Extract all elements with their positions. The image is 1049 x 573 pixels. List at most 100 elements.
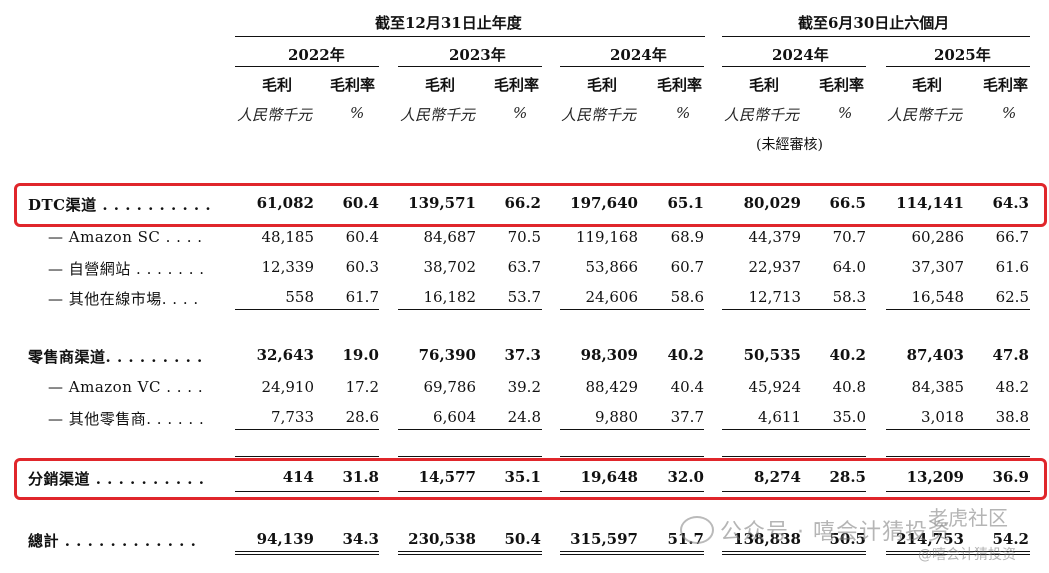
col-margin-2022: 毛利率	[330, 76, 376, 94]
subtotal-rule-retail	[235, 429, 379, 430]
cell-gross-profit: 13,209	[906, 468, 964, 486]
col-profit-2023: 毛利	[425, 76, 456, 94]
unit-rmb-2025-h1: 人民幣千元	[887, 106, 963, 124]
row-label: 總計 . . . . . . . . . . . .	[28, 532, 197, 550]
row-label: DTC渠道 . . . . . . . . . .	[28, 196, 212, 214]
cell-gross-profit: 69,786	[423, 378, 477, 396]
total-double-rule	[722, 551, 866, 555]
row-label: — Amazon SC . . . .	[48, 228, 203, 246]
subtotal-rule-dtc	[886, 309, 1030, 310]
cell-gross-profit: 214,753	[896, 530, 964, 548]
row-label: 分銷渠道 . . . . . . . . . .	[28, 470, 205, 488]
row-label: — 自營網站 . . . . . . .	[48, 260, 205, 278]
group-rule-annual	[235, 36, 705, 37]
cell-gross-profit: 138,838	[733, 530, 801, 548]
cell-gross-margin: 70.7	[832, 228, 866, 246]
cell-gross-profit: 6,604	[433, 408, 476, 426]
col-margin-2023: 毛利率	[494, 76, 540, 94]
cell-gross-profit: 24,606	[585, 288, 639, 306]
cell-gross-margin: 60.4	[345, 228, 379, 246]
col-profit-2025-h1: 毛利	[912, 76, 943, 94]
cell-gross-profit: 8,274	[754, 468, 801, 486]
subtotal-rule-dtc	[722, 309, 866, 310]
year-rule-2024-h1	[722, 66, 866, 67]
cell-gross-margin: 36.9	[992, 468, 1029, 486]
cell-gross-profit: 16,182	[423, 288, 477, 306]
cell-gross-margin: 64.3	[992, 194, 1029, 212]
cell-gross-margin: 65.1	[667, 194, 704, 212]
cell-gross-profit: 24,910	[261, 378, 315, 396]
cell-gross-margin: 37.3	[504, 346, 541, 364]
cell-gross-margin: 58.3	[832, 288, 866, 306]
unaudited-note: (未經審核)	[756, 137, 823, 153]
watermark-corner-bottom: @嘻会计猜投资	[918, 547, 1016, 563]
cell-gross-profit: 32,643	[256, 346, 314, 364]
cell-gross-profit: 84,385	[911, 378, 965, 396]
unit-pct-2024: %	[676, 104, 691, 122]
cell-gross-profit: 61,082	[256, 194, 314, 212]
cell-gross-profit: 12,713	[748, 288, 802, 306]
cell-gross-profit: 60,286	[911, 228, 965, 246]
cell-gross-profit: 44,379	[748, 228, 802, 246]
cell-gross-margin: 48.2	[995, 378, 1029, 396]
cell-gross-margin: 66.2	[504, 194, 541, 212]
cell-gross-profit: 50,535	[743, 346, 801, 364]
bottom-rule-distribution	[886, 491, 1030, 492]
group-header-half: 截至6月30日止六個月	[798, 14, 950, 32]
subtotal-rule-dtc	[398, 309, 542, 310]
cell-gross-margin: 66.5	[829, 194, 866, 212]
year-header-2023: 2023年	[449, 46, 506, 64]
cell-gross-margin: 40.2	[667, 346, 704, 364]
unit-rmb-2023: 人民幣千元	[400, 106, 476, 124]
top-rule-distribution	[560, 456, 704, 457]
cell-gross-margin: 61.6	[995, 258, 1029, 276]
cell-gross-margin: 60.4	[342, 194, 379, 212]
subtotal-rule-retail	[722, 429, 866, 430]
cell-gross-margin: 53.7	[507, 288, 541, 306]
top-rule-distribution	[235, 456, 379, 457]
cell-gross-margin: 62.5	[995, 288, 1029, 306]
top-rule-distribution	[886, 456, 1030, 457]
col-profit-2022: 毛利	[262, 76, 293, 94]
col-margin-2025-h1: 毛利率	[983, 76, 1029, 94]
year-rule-2025-h1	[886, 66, 1030, 67]
cell-gross-profit: 9,880	[595, 408, 638, 426]
cell-gross-profit: 94,139	[256, 530, 314, 548]
total-double-rule	[235, 551, 379, 555]
cell-gross-margin: 60.7	[670, 258, 704, 276]
col-profit-2024: 毛利	[587, 76, 618, 94]
cell-gross-profit: 45,924	[748, 378, 802, 396]
cell-gross-margin: 19.0	[342, 346, 379, 364]
cell-gross-margin: 50.4	[504, 530, 541, 548]
bottom-rule-distribution	[398, 491, 542, 492]
cell-gross-margin: 39.2	[507, 378, 541, 396]
cell-gross-profit: 98,309	[580, 346, 638, 364]
cell-gross-margin: 34.3	[342, 530, 379, 548]
group-header-annual: 截至12月31日止年度	[375, 14, 522, 32]
unit-pct-2025-h1: %	[1002, 104, 1017, 122]
cell-gross-profit: 19,648	[580, 468, 638, 486]
cell-gross-margin: 35.1	[504, 468, 541, 486]
cell-gross-margin: 68.9	[670, 228, 704, 246]
unit-pct-2022: %	[350, 104, 365, 122]
subtotal-rule-dtc	[235, 309, 379, 310]
subtotal-rule-retail	[560, 429, 704, 430]
bottom-rule-distribution	[560, 491, 704, 492]
cell-gross-profit: 53,866	[585, 258, 639, 276]
cell-gross-margin: 32.0	[667, 468, 704, 486]
row-label: — 其他在線市場. . . .	[48, 290, 199, 308]
cell-gross-profit: 38,702	[423, 258, 477, 276]
cell-gross-profit: 7,733	[271, 408, 314, 426]
group-rule-half	[722, 36, 1030, 37]
cell-gross-profit: 88,429	[585, 378, 639, 396]
unit-pct-2024-h1: %	[838, 104, 853, 122]
watermark-corner-top: 老虎社区	[928, 506, 1008, 530]
cell-gross-margin: 24.8	[507, 408, 541, 426]
cell-gross-profit: 230,538	[408, 530, 476, 548]
cell-gross-profit: 48,185	[261, 228, 315, 246]
cell-gross-profit: 558	[285, 288, 314, 306]
cell-gross-margin: 37.7	[670, 408, 704, 426]
cell-gross-margin: 28.6	[345, 408, 379, 426]
col-profit-2024-h1: 毛利	[749, 76, 780, 94]
cell-gross-margin: 50.5	[829, 530, 866, 548]
